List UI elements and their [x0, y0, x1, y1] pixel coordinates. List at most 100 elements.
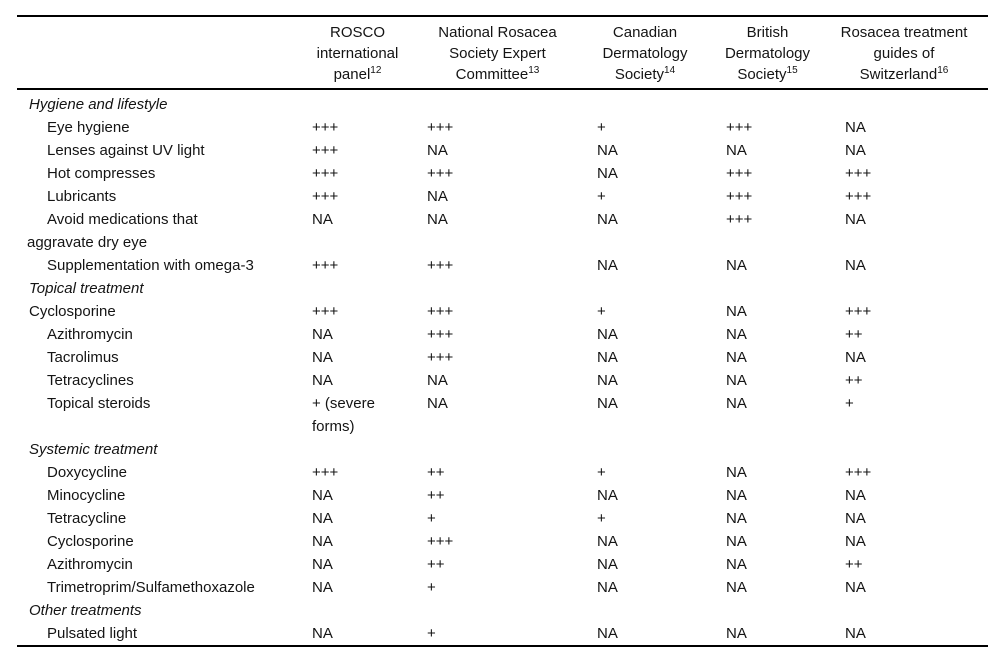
cell-value: NA	[312, 533, 333, 550]
cell-value: +++	[312, 188, 339, 205]
column-header-line: ROSCO	[297, 22, 418, 43]
cell-value: NA	[726, 579, 747, 596]
cell-value: NA	[597, 257, 618, 274]
table-row: Lubricants +++ NA + +++ +++	[17, 185, 988, 208]
cell-value: NA	[845, 533, 866, 550]
section-row: Systemic treatment	[17, 438, 988, 461]
column-header-rosco-international-panel: ROSCO international panel12	[295, 15, 420, 90]
table-row: Lenses against UV light +++ NA NA NA NA	[17, 139, 988, 162]
row-label: Trimetroprim/Sulfamethoxazole	[47, 579, 255, 596]
column-header-national-rosacea-society-expert-committee: National Rosacea Society Expert Committee1…	[420, 15, 575, 90]
cell-value	[295, 89, 420, 116]
cell-value	[575, 438, 715, 461]
cell-value: NA	[597, 349, 618, 366]
cell-value	[575, 89, 715, 116]
cell-value: ++	[427, 464, 445, 481]
column-header-line: Society15	[717, 64, 818, 85]
table-row: Minocycline NA ++ NA NA NA	[17, 484, 988, 507]
cell-value: NA	[845, 119, 866, 136]
cell-value: +++	[726, 119, 753, 136]
table-row: Pulsated light NA + NA NA NA	[17, 622, 988, 647]
cell-value: NA	[726, 326, 747, 343]
column-header-text: panel	[333, 66, 371, 83]
cell-value: +	[597, 303, 606, 320]
cell-value	[420, 438, 575, 461]
table-row: Azithromycin NA ++ NA NA ++	[17, 553, 988, 576]
row-label: Eye hygiene	[47, 119, 130, 136]
column-header-rosacea-treatment-guides-of-switzerland: Rosacea treatment guides of Switzerland16	[820, 15, 988, 90]
cell-value: NA	[715, 622, 820, 647]
header-row: ROSCO international panel12 National Rosace…	[17, 15, 988, 90]
cell-value: +++	[312, 257, 339, 274]
cell-value: NA	[597, 142, 618, 159]
cell-value: NA	[845, 257, 866, 274]
cell-value: +	[427, 579, 436, 596]
cell-value: +++	[427, 165, 454, 182]
cell-value: NA	[726, 303, 747, 320]
cell-value: NA	[597, 165, 618, 182]
cell-value: NA	[845, 487, 866, 504]
column-header-line: Switzerland16	[822, 64, 986, 85]
cell-value	[295, 438, 420, 461]
cell-value: NA	[312, 556, 333, 573]
cell-value: NA	[726, 257, 747, 274]
cell-value: NA	[726, 464, 747, 481]
column-header-text: guides of	[873, 45, 935, 62]
column-header-line: Rosacea treatment	[822, 22, 986, 43]
cell-value: NA	[295, 622, 420, 647]
cell-value: NA	[597, 579, 618, 596]
cell-value: NA	[575, 622, 715, 647]
column-header-line: Society14	[577, 64, 713, 85]
cell-value: +	[597, 188, 606, 205]
cell-value: +++	[726, 211, 753, 228]
column-header-british-dermatology-society: British Dermatology Society15	[715, 15, 820, 90]
table-row: Topical steroids + (severe forms) NA NA NA +	[17, 392, 988, 438]
table-row: Tacrolimus NA +++ NA NA NA	[17, 346, 988, 369]
cell-value	[715, 277, 820, 300]
table-row: Azithromycin NA +++ NA NA ++	[17, 323, 988, 346]
table-row: Hot compresses +++ +++ NA +++ +++	[17, 162, 988, 185]
table-row: Tetracycline NA + + NA NA	[17, 507, 988, 530]
cell-value: NA	[726, 349, 747, 366]
cell-value: NA	[726, 487, 747, 504]
table-row: Doxycycline +++ ++ + NA +++	[17, 461, 988, 484]
column-header-line: National Rosacea	[422, 22, 573, 43]
column-header-text: ROSCO	[329, 24, 385, 41]
column-header-text: Switzerland	[859, 66, 938, 83]
section-label: Other treatments	[29, 602, 142, 619]
cell-value: NA	[726, 556, 747, 573]
column-header-text: Dermatology	[602, 45, 688, 62]
cell-value: +++	[845, 464, 872, 481]
cell-value: NA	[726, 395, 747, 412]
treatment-comparison-table: ROSCO international panel12 National Rosace…	[17, 15, 988, 647]
section-label: Systemic treatment	[29, 441, 158, 458]
cell-value: +++	[312, 165, 339, 182]
row-label: Cyclosporine	[47, 533, 134, 550]
column-header-text: Committee	[455, 66, 529, 83]
column-header-text: National Rosacea	[438, 24, 557, 41]
cell-value: NA	[312, 579, 333, 596]
row-label: Tetracyclines	[47, 372, 134, 389]
cell-value: ++	[845, 556, 863, 573]
cell-value	[420, 277, 575, 300]
row-label: Tacrolimus	[47, 349, 119, 366]
cell-value: NA	[427, 372, 448, 389]
column-header-line: panel12	[297, 64, 418, 85]
cell-value: +	[427, 510, 436, 527]
cell-value: ++	[427, 487, 445, 504]
column-header-text: Rosacea treatment	[840, 24, 968, 41]
table-row: Avoid medications that aggravate dry eye…	[17, 208, 988, 254]
reference-superscript: 13	[528, 65, 540, 76]
column-header-line: Dermatology	[717, 43, 818, 64]
row-label: Hot compresses	[47, 165, 156, 182]
paper-table-region: ROSCO international panel12 National Rosace…	[17, 15, 988, 647]
column-header-line: Canadian	[577, 22, 713, 43]
cell-value: NA	[597, 487, 618, 504]
table-row: Cyclosporine NA +++ NA NA NA	[17, 530, 988, 553]
section-label: Topical treatment	[29, 280, 144, 297]
cell-value: NA	[597, 372, 618, 389]
cell-value: NA	[427, 188, 448, 205]
cell-value: NA	[597, 326, 618, 343]
column-header-text: Dermatology	[724, 45, 811, 62]
row-label: Pulsated light	[17, 622, 295, 647]
